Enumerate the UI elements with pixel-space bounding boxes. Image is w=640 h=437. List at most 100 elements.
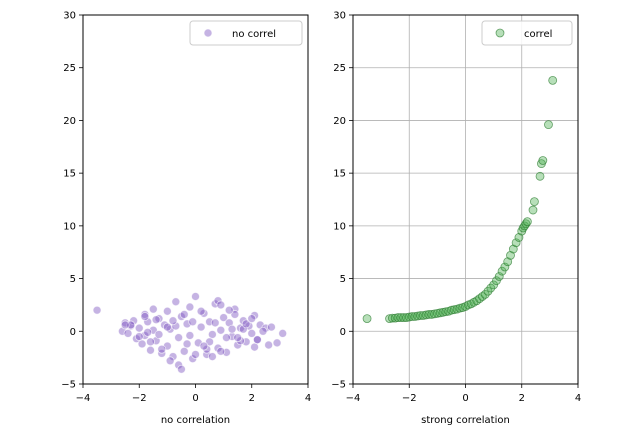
legend: no correl bbox=[189, 20, 303, 46]
legend-marker bbox=[203, 28, 213, 38]
data-point bbox=[247, 328, 257, 338]
x-tick-label: 0 bbox=[462, 393, 468, 404]
y-tick-label: 10 bbox=[63, 221, 76, 232]
y-tick-label: 10 bbox=[333, 221, 346, 232]
data-point bbox=[247, 314, 257, 324]
y-tick-label: 5 bbox=[340, 274, 346, 285]
y-tick-label: −5 bbox=[61, 380, 76, 391]
legend-box bbox=[481, 20, 573, 46]
data-point bbox=[151, 315, 161, 325]
data-point bbox=[544, 120, 553, 130]
y-tick-label: 0 bbox=[70, 327, 76, 338]
data-point bbox=[207, 330, 217, 339]
x-axis-label: no correlation bbox=[161, 415, 230, 426]
x-tick-label: 4 bbox=[575, 393, 581, 404]
data-point bbox=[548, 75, 558, 85]
data-point bbox=[233, 333, 243, 343]
data-point bbox=[146, 345, 155, 355]
data-point bbox=[182, 339, 192, 349]
y-tick-label: 15 bbox=[63, 169, 76, 180]
y-tick-label: 25 bbox=[333, 63, 346, 74]
data-point bbox=[272, 338, 282, 348]
data-point bbox=[267, 322, 276, 332]
data-point bbox=[530, 197, 539, 207]
data-point bbox=[168, 316, 178, 326]
legend: correl bbox=[481, 20, 573, 46]
data-point bbox=[137, 339, 147, 349]
data-point bbox=[514, 233, 524, 242]
data-point bbox=[134, 323, 144, 333]
data-point bbox=[210, 318, 220, 328]
data-point bbox=[140, 312, 150, 321]
data-point bbox=[503, 257, 513, 267]
data-point bbox=[191, 350, 200, 359]
data-point bbox=[362, 314, 372, 324]
y-tick-label: 5 bbox=[70, 274, 76, 285]
data-point bbox=[120, 320, 130, 330]
legend-marker bbox=[495, 28, 505, 38]
y-tick-label: 15 bbox=[333, 169, 346, 180]
data-point bbox=[143, 327, 153, 337]
x-tick-label: −2 bbox=[132, 393, 147, 404]
data-point bbox=[123, 328, 133, 338]
y-tick-label: 20 bbox=[333, 116, 346, 127]
x-tick-label: −2 bbox=[402, 393, 417, 404]
data-point bbox=[185, 302, 195, 312]
data-point bbox=[196, 306, 206, 316]
x-axis-label: strong correlation bbox=[421, 415, 510, 426]
data-point bbox=[216, 325, 226, 335]
data-point bbox=[146, 337, 155, 347]
data-point bbox=[179, 346, 189, 356]
data-point bbox=[177, 364, 186, 374]
x-tick-label: 2 bbox=[519, 393, 525, 404]
data-point bbox=[162, 322, 172, 332]
data-point bbox=[227, 324, 237, 334]
data-point bbox=[538, 156, 548, 165]
y-tick-label: 0 bbox=[340, 327, 346, 338]
data-point bbox=[196, 322, 206, 332]
data-point bbox=[134, 332, 144, 341]
data-point bbox=[252, 335, 262, 345]
data-point bbox=[528, 205, 538, 215]
data-point bbox=[522, 217, 532, 227]
data-point bbox=[224, 305, 234, 315]
data-point bbox=[219, 313, 229, 322]
data-point bbox=[535, 171, 545, 181]
data-point bbox=[258, 326, 268, 336]
data-point bbox=[241, 319, 251, 329]
legend-label: no correl bbox=[232, 29, 276, 40]
data-point bbox=[494, 272, 504, 281]
data-point bbox=[224, 318, 234, 328]
data-point bbox=[511, 238, 521, 248]
data-point bbox=[216, 346, 226, 356]
data-point bbox=[188, 317, 198, 327]
scatter-panel-strong-correlation: −4 −2 0 2 4 −5 0 5 10 15 20 25 30 strong correlation c… bbox=[331, 11, 581, 427]
data-point bbox=[207, 352, 217, 361]
x-tick-label: 0 bbox=[192, 393, 198, 404]
data-point bbox=[191, 292, 200, 301]
data-point bbox=[162, 306, 172, 316]
data-point bbox=[92, 305, 102, 315]
data-point bbox=[179, 310, 189, 319]
data-point bbox=[171, 297, 181, 307]
y-tick-label: 20 bbox=[63, 116, 76, 127]
data-point bbox=[199, 341, 209, 351]
data-point bbox=[165, 356, 175, 366]
data-point bbox=[222, 333, 231, 343]
data-point bbox=[148, 304, 158, 314]
x-tick-label: 4 bbox=[305, 393, 311, 404]
y-tick-label: 30 bbox=[333, 11, 346, 22]
data-point bbox=[157, 344, 167, 354]
data-point bbox=[250, 342, 259, 352]
legend-box bbox=[189, 20, 303, 46]
y-tick-label: −5 bbox=[331, 380, 346, 391]
data-point bbox=[238, 324, 248, 334]
data-point bbox=[171, 321, 181, 331]
data-point bbox=[154, 330, 164, 339]
data-point bbox=[500, 262, 510, 272]
scatter-panel-no-correlation: −4 −2 0 2 4 −5 0 5 10 15 20 25 30 no correlation no co… bbox=[61, 11, 311, 427]
legend-label: correl bbox=[524, 29, 552, 40]
data-point bbox=[264, 340, 274, 350]
x-tick-label: 2 bbox=[249, 393, 255, 404]
